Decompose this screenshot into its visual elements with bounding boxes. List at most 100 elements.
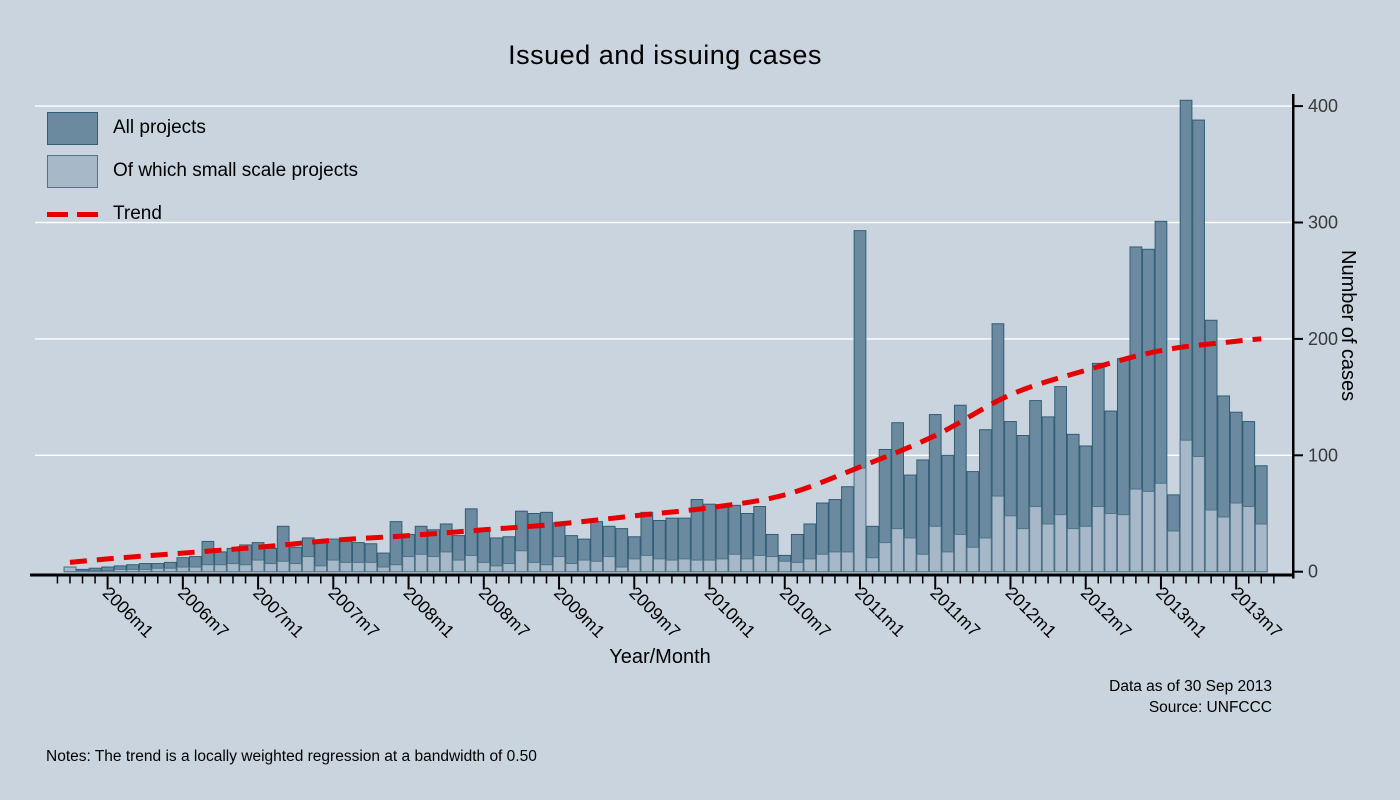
bar-small: [753, 554, 767, 573]
y-tick-label: 300: [1308, 213, 1338, 233]
bar-small: [88, 570, 102, 573]
bar-small: [1104, 513, 1118, 573]
bar-small: [251, 559, 265, 573]
bar-small: [778, 560, 792, 573]
x-tick-label: 2009m7: [625, 583, 684, 642]
x-tick-label: 2010m7: [776, 583, 835, 642]
bar-small: [527, 561, 541, 573]
bar-small: [138, 568, 152, 573]
chart-title: Issued and issuing cases: [508, 40, 822, 70]
bar-small: [276, 560, 290, 573]
bar-small: [377, 566, 390, 573]
bar-small: [1229, 502, 1243, 573]
bar-small: [314, 565, 328, 573]
source-text: Source: UNFCCC: [1148, 699, 1272, 716]
x-tick-label: 2012m7: [1077, 583, 1136, 642]
bar-small: [1016, 528, 1030, 573]
bar-small: [866, 557, 879, 573]
bar-small: [665, 559, 679, 573]
bar-small: [853, 467, 867, 573]
bar-small: [1254, 523, 1268, 573]
bar-small: [891, 528, 904, 573]
legend-label-all-projects: All projects: [113, 117, 206, 138]
bar-small: [1204, 509, 1218, 573]
bar-total: [389, 521, 403, 573]
bar-small: [565, 563, 578, 573]
bar-small: [627, 558, 641, 573]
bar-small: [301, 556, 315, 573]
bar-small: [226, 563, 240, 573]
bar-small: [414, 553, 428, 573]
bar-small: [439, 551, 453, 573]
bar-small: [816, 553, 829, 573]
legend-label-trend: Trend: [113, 203, 162, 224]
bar-small: [63, 566, 77, 573]
bar-small: [352, 561, 365, 573]
bar-small: [113, 568, 127, 573]
y-tick-label: 400: [1308, 96, 1338, 116]
bar-total: [615, 528, 629, 573]
bar-small: [740, 558, 754, 573]
x-axis: 2006m1 2006m7 2007m1 2007m7 2008m1 2008m7 2009…: [30, 573, 1292, 642]
bar-small: [728, 553, 741, 573]
x-tick-label: 2011m7: [926, 583, 984, 641]
bar-small: [126, 568, 140, 573]
legend-label-small-scale: Of which small scale projects: [113, 160, 358, 181]
bar-small: [1004, 515, 1017, 573]
bar-small: [1242, 506, 1256, 573]
legend-item-small-scale: Of which small scale projects: [47, 154, 358, 188]
bar-small: [991, 495, 1005, 573]
y-tick-label: 100: [1308, 445, 1338, 465]
x-tick-label: 2008m1: [400, 583, 459, 642]
bar-small: [1079, 525, 1093, 573]
bar-total: [540, 511, 553, 573]
bar-small: [678, 558, 691, 573]
bar-small: [916, 553, 930, 573]
x-tick-label: 2011m1: [851, 583, 909, 641]
all-projects-swatch-icon: [47, 111, 98, 145]
bar-small: [326, 559, 340, 573]
bar-small: [1129, 488, 1143, 573]
y-axis-title: Number of cases: [1337, 250, 1359, 402]
small-scale-swatch-icon: [47, 154, 98, 188]
bar-small: [389, 564, 403, 573]
bar-small: [452, 559, 466, 573]
x-tick-label: 2007m1: [249, 583, 308, 642]
bar-small: [201, 564, 215, 573]
legend: All projects Of which small scale projec…: [47, 111, 358, 240]
bar-small: [402, 556, 415, 573]
bar-small: [966, 546, 980, 573]
bar-small: [214, 564, 227, 573]
bar-small: [427, 556, 441, 573]
bar-small: [1041, 523, 1055, 573]
x-tick-label: 2006m7: [174, 583, 233, 642]
bar-small: [163, 567, 177, 573]
bar-small: [828, 551, 842, 573]
bar-small: [652, 558, 666, 573]
bar-small: [803, 558, 817, 573]
bar-small: [590, 560, 604, 573]
bar-small: [1116, 514, 1130, 573]
bar-small: [928, 525, 942, 573]
bar-small: [953, 533, 967, 573]
bar-small: [941, 551, 955, 573]
x-axis-title: Year/Month: [609, 646, 711, 668]
bar-small: [189, 566, 202, 573]
bar-small: [1179, 439, 1193, 573]
x-tick-label: 2012m1: [1002, 583, 1061, 642]
bar-small: [841, 551, 854, 573]
x-tick-label: 2007m7: [324, 583, 383, 642]
bar-small: [1054, 514, 1068, 573]
bar-small: [1091, 506, 1105, 573]
bar-small: [979, 537, 992, 573]
bar-small: [76, 570, 89, 573]
bar-small: [151, 567, 165, 573]
bar-small: [615, 566, 629, 573]
bar-small: [577, 559, 591, 573]
bar-small: [703, 559, 716, 573]
bar-small: [1167, 530, 1180, 573]
bar-small: [264, 563, 277, 573]
x-tick-label: 2009m1: [550, 583, 609, 642]
bar-small: [602, 556, 616, 573]
